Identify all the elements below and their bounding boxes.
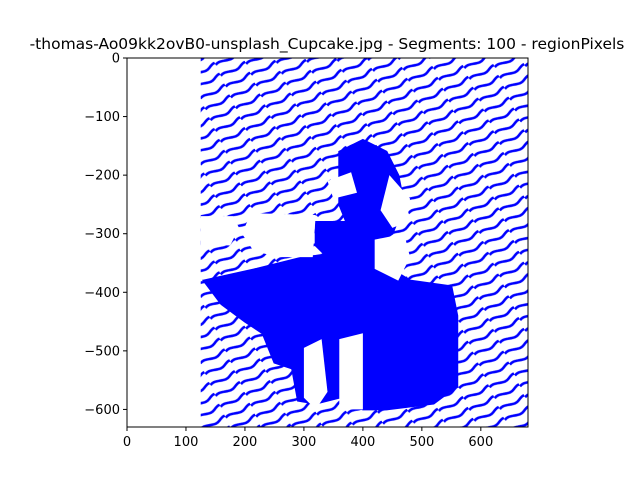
y-tick-label: 0 xyxy=(112,52,120,67)
y-axis: 0 −100 −200 −300 −400 −500 −600 xyxy=(84,52,127,418)
y-tick-label: −300 xyxy=(84,227,120,242)
y-tick-label: −400 xyxy=(84,286,120,301)
empty-region-1 xyxy=(241,213,316,258)
y-tick-label: −200 xyxy=(84,169,120,184)
empty-region-3 xyxy=(380,175,411,228)
empty-region-2 xyxy=(327,172,357,199)
empty-region-group xyxy=(200,172,411,410)
chart-title: -thomas-Ao09kk2ovB0-unsplash_Cupcake.jpg… xyxy=(30,35,625,54)
empty-region-0 xyxy=(200,216,240,246)
x-tick-label: 100 xyxy=(174,435,199,450)
plot-frame xyxy=(126,57,529,428)
y-tick-label: −100 xyxy=(84,110,120,125)
x-tick-label: 400 xyxy=(350,435,375,450)
empty-region-4 xyxy=(374,233,411,281)
empty-region-6 xyxy=(339,333,363,410)
x-tick-label: 200 xyxy=(233,435,258,450)
y-tick-label: −500 xyxy=(84,344,120,359)
x-tick-label: 300 xyxy=(291,435,316,450)
y-tick-label: −600 xyxy=(84,403,120,418)
x-tick-label: 0 xyxy=(123,435,131,450)
plot-area xyxy=(200,58,528,427)
x-axis: 0 100 200 300 400 500 600 xyxy=(123,427,493,450)
empty-region-5 xyxy=(303,339,328,410)
x-tick-label: 500 xyxy=(409,435,434,450)
x-tick-label: 600 xyxy=(468,435,493,450)
